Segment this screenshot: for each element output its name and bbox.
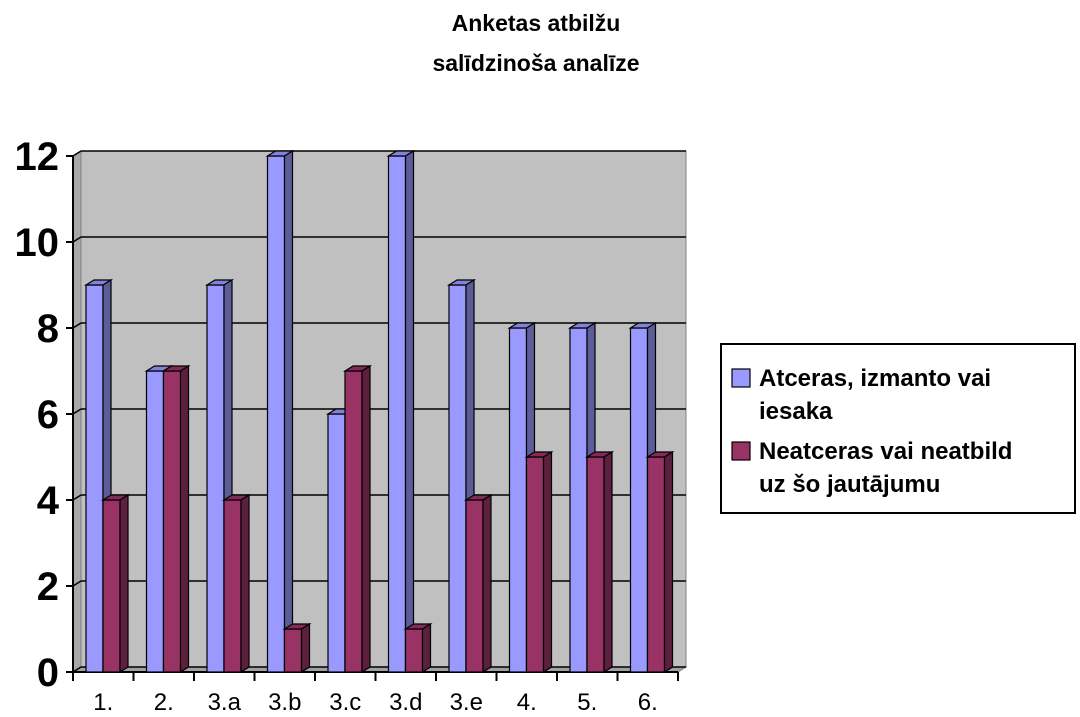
bar-front	[85, 284, 104, 673]
legend-label: uz šo jautājumu	[759, 471, 940, 498]
bar-side	[603, 450, 613, 674]
bar	[463, 493, 494, 674]
bar-front	[448, 284, 467, 673]
x-tick-label: 3.e	[450, 689, 483, 716]
bar-front	[629, 327, 649, 673]
bar-front	[586, 456, 605, 673]
bar-side	[663, 450, 674, 674]
y-tick-label: 0	[37, 651, 59, 695]
bar	[524, 450, 554, 674]
bar	[161, 364, 191, 674]
legend-label: Atceras, izmanto vai	[759, 365, 991, 392]
y-tick-label: 12	[15, 135, 60, 179]
bar-front	[223, 499, 242, 673]
legend-label: Neatceras vai neatbild	[759, 438, 1012, 465]
gridline-side	[72, 236, 82, 243]
bar-side	[179, 364, 190, 674]
bar	[342, 364, 373, 674]
bar	[584, 450, 615, 674]
chart-title-line-1: Anketas atbilžu	[452, 10, 621, 36]
bar-front	[387, 155, 407, 673]
bar	[265, 149, 295, 674]
bar-side	[283, 149, 294, 674]
y-tick-label: 8	[37, 307, 59, 351]
bar-side	[404, 149, 415, 674]
bar-front	[646, 456, 666, 673]
bar-front	[206, 284, 225, 673]
bar-side	[240, 493, 250, 674]
legend: Atceras, izmanto vai iesaka Neatceras vai …	[720, 343, 1076, 514]
gridline-side	[72, 580, 82, 587]
bar-front	[145, 370, 165, 673]
gridline-side	[72, 150, 82, 157]
bar	[386, 149, 416, 674]
bar-front	[162, 370, 182, 673]
x-tick-label: 3.d	[389, 689, 422, 716]
bar-front	[327, 413, 346, 673]
bar-side	[421, 622, 432, 674]
bar-front	[569, 327, 588, 673]
bar-side	[482, 493, 492, 674]
legend-swatch	[731, 441, 751, 461]
x-tick-label: 5.	[577, 689, 597, 716]
bar-front	[465, 499, 484, 673]
y-tick-label: 10	[15, 221, 60, 265]
x-tick-label: 4.	[517, 689, 537, 716]
bar	[100, 493, 131, 674]
bar	[645, 450, 675, 674]
bar-front	[266, 155, 286, 673]
gridline-side	[72, 322, 82, 329]
chart-title-line-2: salīdzinoša analīze	[432, 50, 639, 76]
bar-front	[404, 628, 424, 673]
x-tick-label: 3.c	[329, 689, 361, 716]
y-tick-label: 2	[37, 565, 59, 609]
bar-front	[102, 499, 121, 673]
x-tick-label: 3.a	[208, 689, 242, 716]
bar-front	[344, 370, 363, 673]
legend-swatch	[731, 368, 751, 388]
legend-label: iesaka	[759, 398, 833, 425]
x-tick-label: 2.	[154, 689, 174, 716]
legend-box	[720, 343, 1076, 514]
x-tick-label: 1.	[93, 689, 113, 716]
bar-front	[508, 327, 528, 673]
gridline-side	[72, 408, 82, 415]
y-tick-label: 4	[37, 479, 60, 523]
bar	[282, 622, 312, 674]
bar	[221, 493, 252, 674]
bar-side	[361, 364, 371, 674]
y-tick-label: 6	[37, 393, 59, 437]
x-tick-label: 6.	[638, 689, 658, 716]
bar	[403, 622, 433, 674]
bar-front	[283, 628, 303, 673]
bar-front	[525, 456, 545, 673]
gridline-side	[72, 494, 82, 501]
bar-side	[300, 622, 311, 674]
x-tick-label: 3.b	[268, 689, 301, 716]
bar-side	[119, 493, 129, 674]
bar-side	[542, 450, 553, 674]
